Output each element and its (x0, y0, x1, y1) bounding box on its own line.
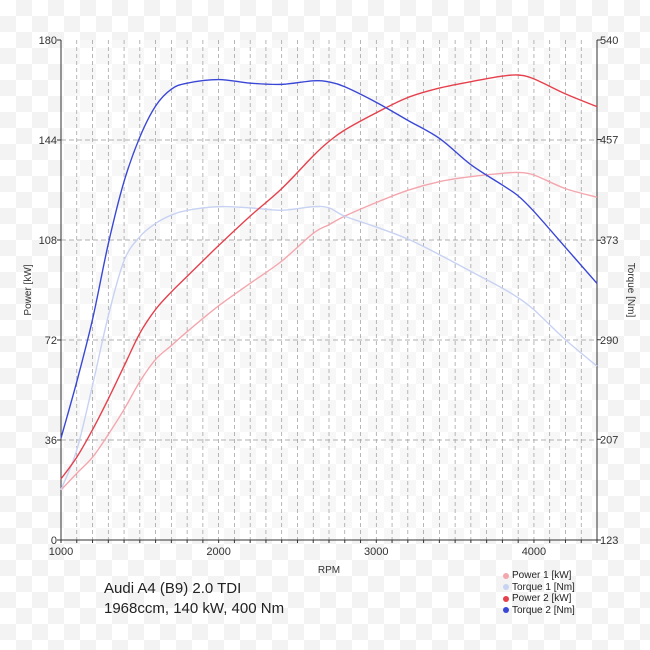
legend-item: Torque 1 [Nm] (503, 582, 575, 594)
legend-swatch (503, 607, 509, 614)
legend-label: Power 2 [kW] (512, 593, 572, 604)
legend-swatch (503, 572, 509, 579)
y2-tick-label: 290 (600, 335, 618, 347)
x-axis-label: RPM (318, 565, 340, 576)
legend: Power 1 [kW] Torque 1 [Nm] Power 2 [kW] … (503, 570, 575, 616)
x-tick-label: 4000 (522, 546, 546, 558)
legend-item: Power 1 [kW] (503, 570, 575, 582)
legend-item: Torque 2 [Nm] (503, 605, 575, 617)
legend-item: Power 2 [kW] (503, 593, 575, 605)
y2-tick-label: 457 (600, 135, 618, 147)
series-line-power-2-kw (60, 74, 598, 480)
y-axis-label: Power [kW] (23, 264, 34, 315)
legend-label: Torque 1 [Nm] (512, 581, 575, 593)
series-line-torque-1-nm (60, 205, 598, 490)
series-line-power-1-kw (60, 171, 598, 491)
y2-tick-label: 540 (600, 35, 618, 47)
y-tick-label: 36 (45, 435, 57, 447)
y2-tick-label: 207 (600, 434, 618, 446)
legend-swatch (503, 584, 509, 591)
x-tick-label: 3000 (364, 546, 388, 558)
x-tick-label: 2000 (206, 546, 230, 558)
caption-model: Audi A4 (B9) 2.0 TDI (104, 580, 242, 597)
y2-tick-label: 123 (600, 535, 618, 547)
y-tick-label: 144 (39, 135, 57, 147)
x-tick-label: 1000 (49, 546, 73, 558)
plot-area (61, 40, 597, 540)
caption-specs: 1968ccm, 140 kW, 400 Nm (104, 600, 285, 617)
legend-label: Power 1 [kW] (512, 570, 572, 581)
y2-tick-label: 373 (600, 235, 618, 247)
legend-swatch (503, 595, 509, 602)
y-tick-label: 108 (39, 235, 57, 247)
y2-axis-label: Torque [Nm] (625, 263, 636, 318)
y-tick-label: 0 (51, 535, 57, 547)
y-tick-label: 180 (39, 35, 57, 47)
legend-label: Torque 2 [Nm] (512, 604, 575, 616)
y-tick-label: 72 (45, 335, 57, 347)
series-line-torque-2-nm (60, 78, 598, 439)
